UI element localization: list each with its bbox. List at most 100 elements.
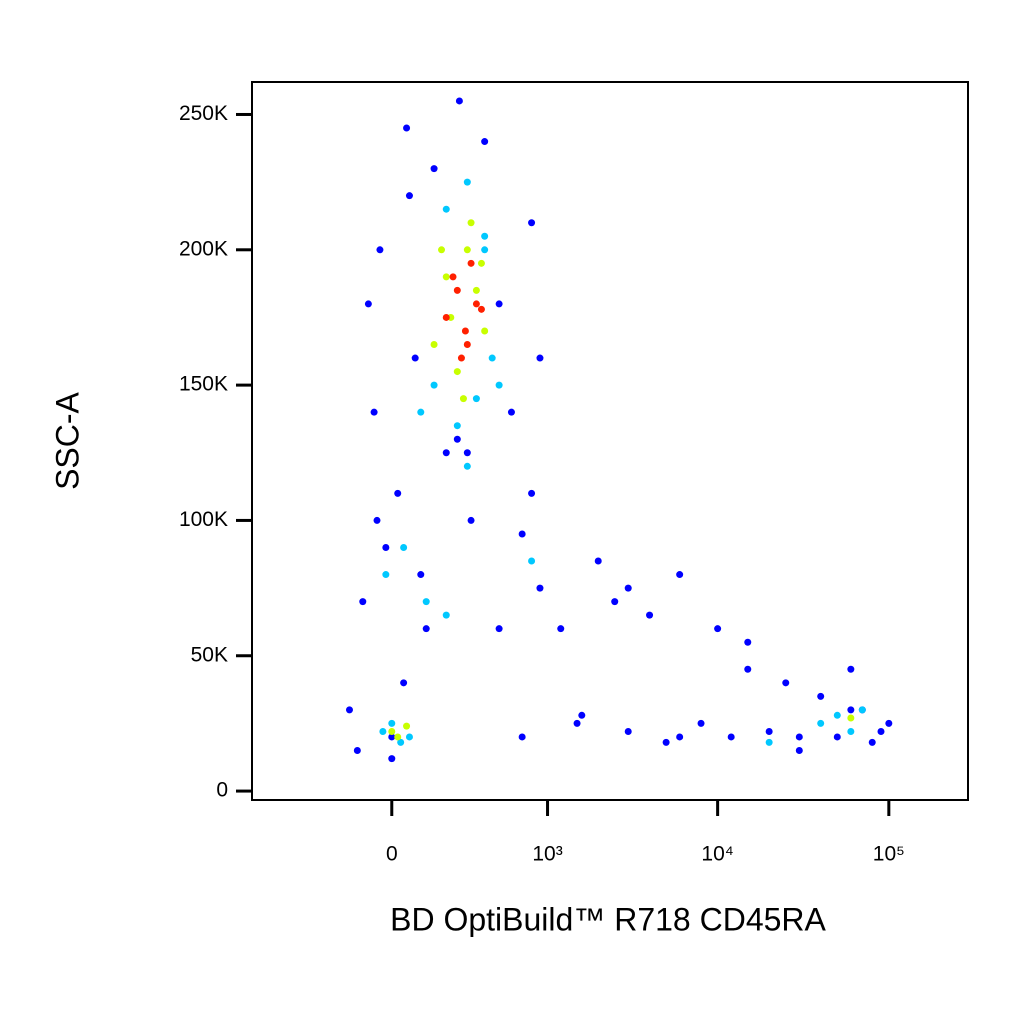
point: [463, 462, 471, 470]
point: [611, 598, 619, 606]
point: [795, 733, 803, 741]
point: [467, 516, 475, 524]
point: [481, 232, 489, 240]
point: [453, 422, 461, 430]
point: [765, 738, 773, 746]
y-axis-title: SSC-A: [49, 391, 85, 489]
point: [411, 354, 419, 362]
y-tick-label: 50K: [191, 643, 228, 666]
point: [481, 327, 489, 335]
point: [417, 571, 425, 579]
point: [518, 530, 526, 538]
y-tick-label: 250K: [179, 102, 228, 125]
point: [624, 584, 632, 592]
point: [868, 738, 876, 746]
point: [370, 408, 378, 416]
point: [388, 719, 396, 727]
point: [518, 733, 526, 741]
point: [453, 368, 461, 376]
point: [662, 738, 670, 746]
x-tick-label: 10⁵: [873, 843, 905, 866]
x-axis-title: BD OptiBuild™ R718 CD45RA: [390, 901, 826, 937]
point: [847, 706, 855, 714]
point: [472, 300, 480, 308]
point: [782, 679, 790, 687]
point: [461, 327, 469, 335]
point: [765, 728, 773, 736]
point: [373, 516, 381, 524]
point: [847, 665, 855, 673]
point: [676, 733, 684, 741]
point: [388, 728, 396, 736]
point: [442, 611, 450, 619]
point: [624, 728, 632, 736]
point: [430, 381, 438, 389]
point: [457, 354, 465, 362]
point: [676, 571, 684, 579]
point: [394, 733, 402, 741]
point: [472, 395, 480, 403]
point: [379, 728, 387, 736]
point: [477, 259, 485, 267]
point: [400, 543, 408, 551]
point: [405, 733, 413, 741]
point: [382, 543, 390, 551]
point: [885, 719, 893, 727]
point: [528, 489, 536, 497]
point: [442, 449, 450, 457]
point: [536, 354, 544, 362]
point: [847, 728, 855, 736]
x-tick-label: 10³: [532, 843, 562, 866]
point: [481, 138, 489, 146]
point: [453, 435, 461, 443]
point: [481, 246, 489, 254]
point: [442, 313, 450, 321]
point: [833, 733, 841, 741]
point: [697, 719, 705, 727]
point: [817, 692, 825, 700]
point: [714, 625, 722, 633]
point: [463, 341, 471, 349]
point: [467, 259, 475, 267]
point: [449, 273, 457, 281]
point: [467, 219, 475, 227]
point: [442, 273, 450, 281]
point: [422, 625, 430, 633]
point: [388, 733, 396, 741]
point: [744, 665, 752, 673]
point: [394, 489, 402, 497]
point: [382, 571, 390, 579]
point: [376, 246, 384, 254]
point: [403, 124, 411, 132]
point: [495, 625, 503, 633]
point: [507, 408, 515, 416]
point: [528, 219, 536, 227]
point: [536, 584, 544, 592]
point: [438, 246, 446, 254]
point: [459, 395, 467, 403]
y-tick-label: 200K: [179, 237, 228, 260]
point: [877, 728, 885, 736]
point: [488, 354, 496, 362]
plot-frame: [251, 81, 969, 801]
point: [417, 408, 425, 416]
point: [453, 286, 461, 294]
point: [858, 706, 866, 714]
point: [463, 246, 471, 254]
point: [795, 746, 803, 754]
point: [744, 638, 752, 646]
point: [430, 341, 438, 349]
point: [557, 625, 565, 633]
point: [847, 714, 855, 722]
point: [405, 192, 413, 200]
y-tick-label: 100K: [179, 508, 228, 531]
point: [573, 719, 581, 727]
point: [397, 738, 405, 746]
x-tick-label: 0: [386, 843, 398, 866]
point: [817, 719, 825, 727]
point: [477, 305, 485, 313]
point: [422, 598, 430, 606]
point: [594, 557, 602, 565]
point: [442, 205, 450, 213]
